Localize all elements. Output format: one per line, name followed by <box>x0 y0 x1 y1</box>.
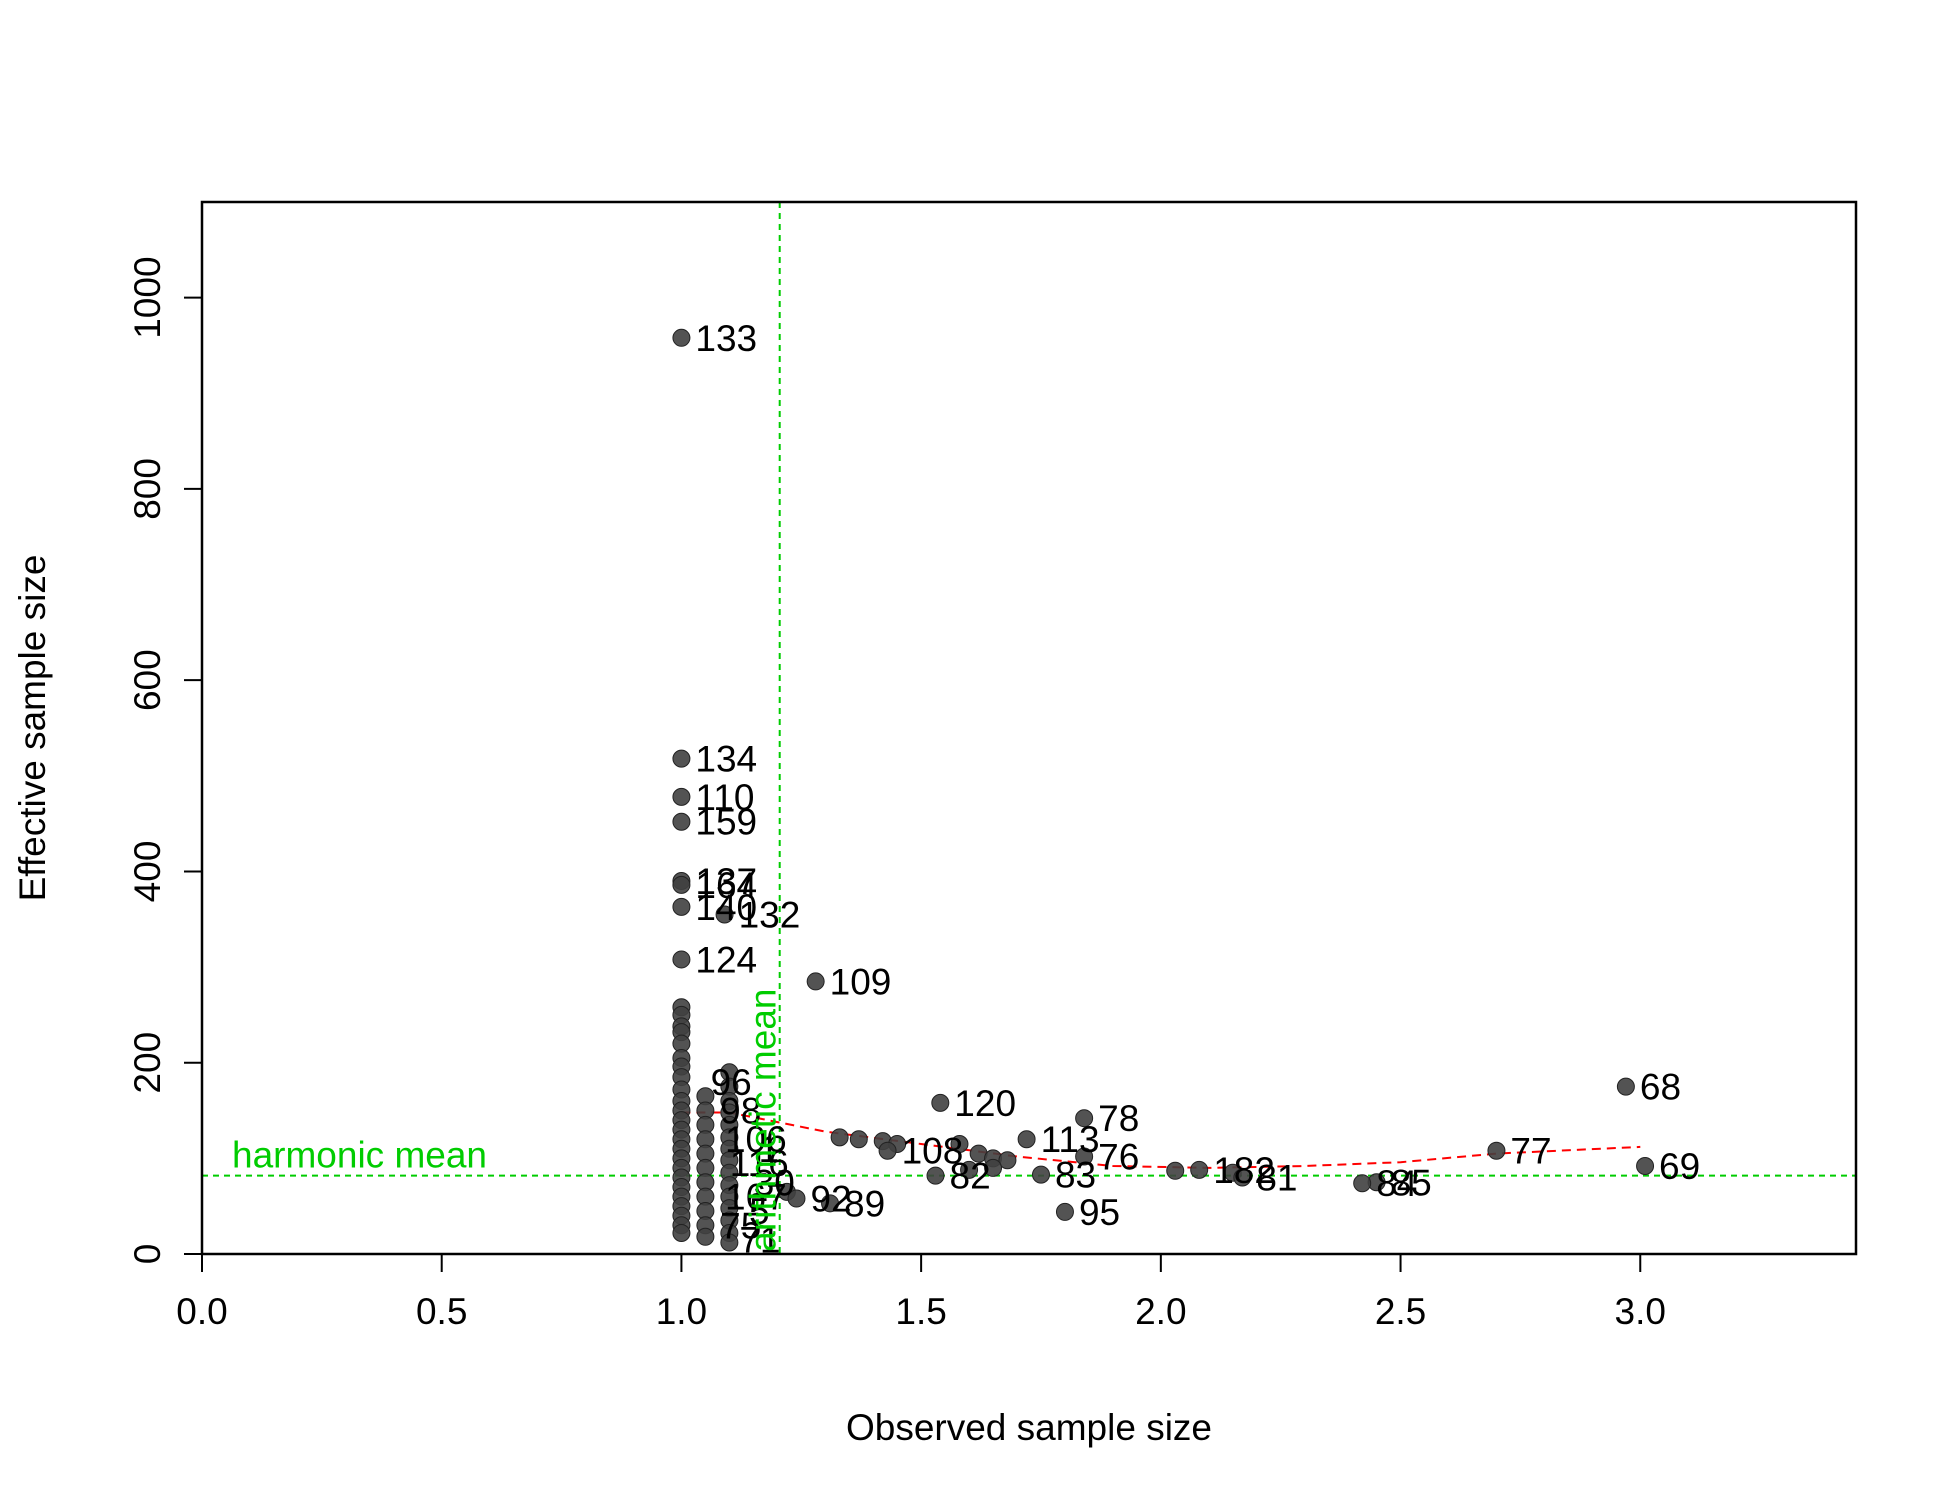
data-point <box>787 1189 806 1208</box>
point-label: 76 <box>1098 1136 1139 1177</box>
data-point <box>926 1166 945 1185</box>
point-label: 89 <box>844 1183 885 1224</box>
data-point <box>984 1158 1003 1177</box>
point-label: 98 <box>720 1091 761 1132</box>
point-label: 137 <box>695 861 757 902</box>
point-label: 164 <box>695 865 757 906</box>
data-point <box>931 1093 950 1112</box>
data-point <box>806 972 825 991</box>
point-label: 96 <box>711 1062 752 1103</box>
point-label: 134 <box>695 739 757 780</box>
point-label: 68 <box>1640 1067 1681 1108</box>
point-label: 106 <box>725 1119 787 1160</box>
data-point <box>720 1233 739 1252</box>
data-point <box>821 1194 840 1213</box>
point-label: 124 <box>695 939 757 980</box>
data-point <box>830 1128 849 1147</box>
point-label: 5 <box>749 1191 770 1232</box>
data-point <box>849 1130 868 1149</box>
point-label: 84 <box>1376 1163 1417 1204</box>
point-label: 81 <box>1256 1157 1297 1198</box>
point-label: 159 <box>695 802 757 843</box>
x-axis-label: Observed sample size <box>846 1407 1212 1448</box>
smooth-line <box>681 1111 1641 1169</box>
point-label: 69 <box>1659 1146 1700 1187</box>
data-point <box>1233 1168 1252 1187</box>
data-point <box>1616 1077 1635 1096</box>
data-point <box>715 905 734 924</box>
x-tick-label: 3.0 <box>1615 1291 1666 1332</box>
x-axis: 0.0 0.5 1.0 1.5 2.0 2.5 3.0 <box>176 1253 1666 1332</box>
point-label: 182 <box>1213 1150 1275 1191</box>
x-tick-label: 0.0 <box>176 1291 227 1332</box>
data-point <box>998 1151 1017 1170</box>
data-point <box>672 950 691 969</box>
point-label: 77 <box>1510 1131 1551 1172</box>
data-point <box>1636 1157 1655 1176</box>
smooth-curve <box>681 1111 1641 1169</box>
point-label: 120 <box>954 1083 1016 1124</box>
data-point <box>672 749 691 768</box>
data-point <box>672 328 691 347</box>
y-axis: 0 200 400 600 800 1000 <box>127 256 203 1265</box>
y-tick-label: 800 <box>127 458 168 520</box>
data-point <box>1190 1160 1209 1179</box>
point-label: 133 <box>695 318 757 359</box>
x-tick-label: 0.5 <box>416 1291 467 1332</box>
x-tick-label: 2.5 <box>1375 1291 1426 1332</box>
data-point <box>672 1223 691 1242</box>
point-label: 95 <box>1079 1192 1120 1233</box>
data-point <box>1075 1147 1094 1166</box>
point-label: 109 <box>830 961 892 1002</box>
data-point <box>672 812 691 831</box>
y-tick-label: 1000 <box>127 256 168 338</box>
data-point <box>878 1141 897 1160</box>
point-label: 167 <box>725 1177 787 1218</box>
point-label: 82 <box>950 1156 991 1197</box>
data-point <box>696 1227 715 1246</box>
reference-lines <box>202 202 1856 1254</box>
y-tick-label: 200 <box>127 1032 168 1094</box>
data-point <box>1353 1174 1372 1193</box>
point-label: 75 <box>720 1205 761 1246</box>
data-point <box>1055 1202 1074 1221</box>
arithmetic-mean-label: arithmetic mean <box>743 988 784 1251</box>
data-point <box>950 1135 969 1154</box>
y-tick-label: 0 <box>127 1244 168 1265</box>
data-point <box>1075 1109 1094 1128</box>
x-tick-label: 2.0 <box>1135 1291 1186 1332</box>
data-point <box>672 897 691 916</box>
point-label: 116 <box>730 1143 789 1184</box>
point-label: 1 <box>759 1129 780 1170</box>
point-label: 30 <box>754 1162 795 1203</box>
x-tick-label: 1.5 <box>895 1291 946 1332</box>
point-label: 92 <box>810 1179 851 1220</box>
data-points <box>672 328 1655 1252</box>
data-point <box>960 1160 979 1179</box>
data-point <box>1017 1130 1036 1149</box>
y-tick-label: 400 <box>127 841 168 903</box>
point-label: 108 <box>902 1131 964 1172</box>
point-label: 85 <box>1391 1162 1432 1203</box>
point-label: 140 <box>695 887 757 928</box>
data-point <box>1487 1141 1506 1160</box>
point-label: 132 <box>739 894 801 935</box>
point-label: 78 <box>1098 1098 1139 1139</box>
data-point <box>1166 1161 1185 1180</box>
point-label: 110 <box>695 777 754 818</box>
data-point <box>1031 1165 1050 1184</box>
plot-frame <box>200 200 1858 1256</box>
y-tick-label: 600 <box>127 649 168 711</box>
harmonic-mean-label: harmonic mean <box>232 1135 487 1176</box>
point-label: 113 <box>1041 1119 1100 1160</box>
y-axis-label: Effective sample size <box>12 555 53 902</box>
data-point <box>672 875 691 894</box>
point-label: 83 <box>1055 1155 1096 1196</box>
x-tick-label: 1.0 <box>656 1291 707 1332</box>
data-point <box>672 787 691 806</box>
